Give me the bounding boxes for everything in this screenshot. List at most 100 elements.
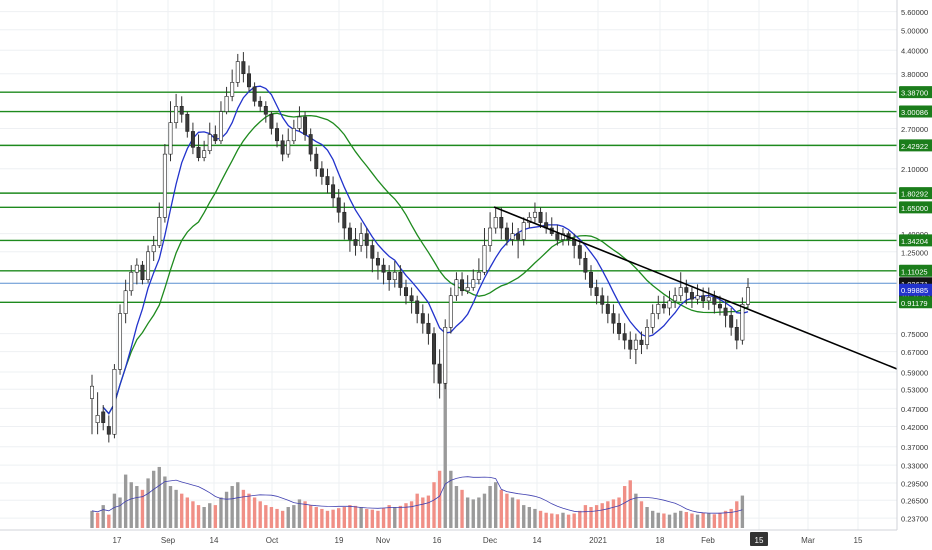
candle-body	[577, 245, 582, 259]
candle-body	[465, 287, 470, 292]
candle-body	[420, 313, 425, 324]
candle-body	[280, 140, 285, 155]
candle-body	[95, 415, 100, 423]
volume-bars	[90, 383, 745, 528]
time-tick-label: 18	[656, 536, 665, 545]
volume-bar	[241, 489, 246, 528]
candle-body	[415, 300, 420, 314]
volume-bar	[589, 507, 593, 528]
volume-bar	[337, 508, 341, 528]
candle-body	[303, 116, 308, 135]
price-tick-label: 5.60000	[901, 8, 928, 17]
candle-body	[740, 304, 745, 341]
volume-bar	[404, 503, 408, 528]
price-tick-label: 2.42922	[901, 142, 928, 151]
candle-body	[639, 339, 644, 345]
candle-body	[667, 300, 672, 309]
volume-bar	[522, 505, 526, 528]
volume-bar	[236, 482, 240, 528]
time-axis[interactable]: 17 Sep 14 Oct 19 Nov 16 Dec 14 2021 18 Feb 15 Mar 15	[0, 529, 897, 550]
price-tick-label: 1.25000	[901, 248, 928, 257]
price-tick-label: 0.91179	[901, 299, 928, 308]
volume-bar	[174, 489, 178, 528]
candle-body	[308, 134, 313, 155]
volume-bar	[673, 512, 677, 528]
time-tick-label: Mar	[801, 536, 815, 545]
volume-bar	[645, 507, 649, 528]
candle-body	[555, 233, 560, 240]
price-badge	[899, 296, 932, 309]
volume-bar	[482, 493, 487, 528]
candle-body	[263, 106, 268, 115]
time-tick-label: 15	[755, 536, 764, 545]
volume-bar	[297, 499, 302, 528]
candle-body	[712, 297, 717, 305]
volume-bar	[611, 499, 616, 528]
price-tick-label: 0.59000	[901, 369, 928, 378]
candle-body	[359, 233, 364, 246]
candle-body	[269, 113, 274, 129]
candle-body	[516, 233, 521, 240]
candle-body	[314, 153, 319, 169]
candle-body	[443, 327, 448, 384]
volume-bar	[471, 499, 475, 528]
candle-body	[162, 153, 167, 218]
volume-bar	[247, 493, 251, 528]
volume-bar	[561, 512, 565, 528]
volume-bar	[208, 503, 212, 528]
price-tick-label: 5.00000	[901, 26, 928, 35]
volume-bar	[112, 493, 117, 528]
candle-body	[689, 292, 694, 300]
candle-body	[319, 168, 324, 177]
price-badge	[899, 201, 932, 214]
volume-bar	[163, 476, 167, 528]
volume-bar	[393, 507, 397, 528]
candle-body	[409, 295, 414, 302]
candles	[90, 52, 750, 443]
time-tick-label: Oct	[266, 536, 279, 545]
candle-body	[633, 339, 638, 350]
candle-body	[146, 251, 151, 281]
candle-body	[656, 304, 661, 314]
price-tick-label: 2.70000	[901, 125, 928, 134]
volume-bar	[443, 383, 447, 528]
candle-body	[129, 271, 134, 292]
volume-bar	[314, 507, 318, 528]
volume-bar	[578, 510, 582, 528]
candle-body	[432, 333, 436, 365]
price-tick-label: 3.00086	[901, 108, 928, 117]
volume-bar	[662, 513, 666, 528]
candle-body	[488, 227, 493, 246]
candle-body	[291, 128, 296, 142]
price-axis[interactable]: 5.60000 5.00000 4.40000 3.80000 3.38700 3.000…	[896, 0, 932, 550]
candle-body	[179, 106, 184, 115]
price-badge	[899, 264, 932, 277]
candle-body	[482, 245, 487, 273]
volume-bar	[140, 489, 145, 528]
candle-body	[448, 295, 453, 328]
volume-bar	[690, 513, 694, 528]
candle-body	[286, 140, 291, 155]
price-tick-label: 1.11025	[901, 267, 928, 276]
volume-bar	[151, 470, 156, 528]
candle-body	[426, 322, 431, 334]
candle-body	[258, 100, 263, 107]
candle-body	[437, 363, 442, 384]
volume-bar	[454, 486, 459, 528]
volume-ma-line	[91, 476, 743, 514]
volume-bar	[308, 505, 313, 528]
volume-bar	[325, 510, 330, 528]
candle-body	[628, 339, 633, 350]
candle-body	[661, 304, 666, 309]
price-badge	[899, 105, 932, 118]
candle-body	[347, 227, 352, 240]
candle-body	[521, 222, 526, 240]
candle-body	[650, 313, 655, 328]
time-tick-label: 14	[210, 536, 219, 545]
volume-bar	[499, 489, 503, 528]
volume-bar	[196, 505, 201, 528]
candle-body	[706, 297, 711, 302]
candle-body	[235, 61, 240, 83]
volume-bar	[426, 495, 431, 528]
candle-body	[510, 233, 515, 240]
